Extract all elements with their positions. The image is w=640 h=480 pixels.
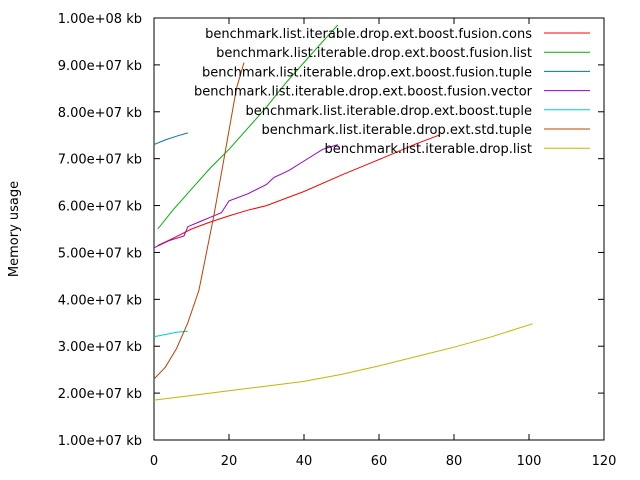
series-lines bbox=[153, 24, 533, 401]
y-tick-label: 6.00e+07 kb bbox=[58, 200, 142, 215]
x-tick-label: 80 bbox=[446, 454, 463, 469]
y-tick-label: 5.00e+07 kb bbox=[58, 246, 142, 261]
legend-label: benchmark.list.iterable.drop.ext.std.tup… bbox=[261, 123, 532, 138]
legend-label: benchmark.list.iterable.drop.list bbox=[325, 142, 533, 157]
series-line-4 bbox=[153, 330, 188, 338]
y-tick-label: 7.00e+07 kb bbox=[58, 153, 142, 168]
x-tick-label: 20 bbox=[221, 454, 238, 469]
series-line-6 bbox=[153, 323, 533, 401]
y-tick-label: 3.00e+07 kb bbox=[58, 340, 142, 355]
x-tick-label: 100 bbox=[517, 454, 542, 469]
y-tick-label: 2.00e+07 kb bbox=[58, 387, 142, 402]
legend-label: benchmark.list.iterable.drop.ext.boost.f… bbox=[216, 46, 532, 61]
x-tick-label: 40 bbox=[296, 454, 313, 469]
legend-label: benchmark.list.iterable.drop.ext.boost.t… bbox=[246, 104, 532, 119]
x-tick-label: 120 bbox=[592, 454, 617, 469]
legend: benchmark.list.iterable.drop.ext.boost.f… bbox=[194, 27, 590, 157]
y-tick-label: 1.00e+08 kb bbox=[58, 12, 142, 27]
plot-area bbox=[153, 17, 605, 441]
series-line-1 bbox=[157, 24, 339, 230]
legend-label: benchmark.list.iterable.drop.ext.boost.f… bbox=[202, 65, 532, 80]
y-tick-label: 9.00e+07 kb bbox=[58, 59, 142, 74]
y-axis-label: Memory usage bbox=[7, 181, 22, 277]
legend-label: benchmark.list.iterable.drop.ext.boost.f… bbox=[194, 85, 533, 100]
y-axis: 1.00e+07 kb 2.00e+07 kb 3.00e+07 kb 4.00e+0… bbox=[58, 12, 604, 449]
y-tick-label: 1.00e+07 kb bbox=[58, 434, 142, 449]
series-line-5 bbox=[153, 62, 245, 380]
y-tick-label: 8.00e+07 kb bbox=[58, 106, 142, 121]
series-line-0 bbox=[157, 134, 440, 246]
x-axis: 0 20 40 60 80 100 120 bbox=[150, 18, 617, 469]
series-line-2 bbox=[153, 132, 188, 146]
y-tick-label: 4.00e+07 kb bbox=[58, 293, 142, 308]
x-tick-label: 60 bbox=[371, 454, 388, 469]
legend-label: benchmark.list.iterable.drop.ext.boost.f… bbox=[205, 27, 532, 42]
plot-frame bbox=[153, 17, 605, 441]
x-tick-label: 0 bbox=[150, 454, 158, 469]
series-line-3 bbox=[153, 144, 338, 249]
